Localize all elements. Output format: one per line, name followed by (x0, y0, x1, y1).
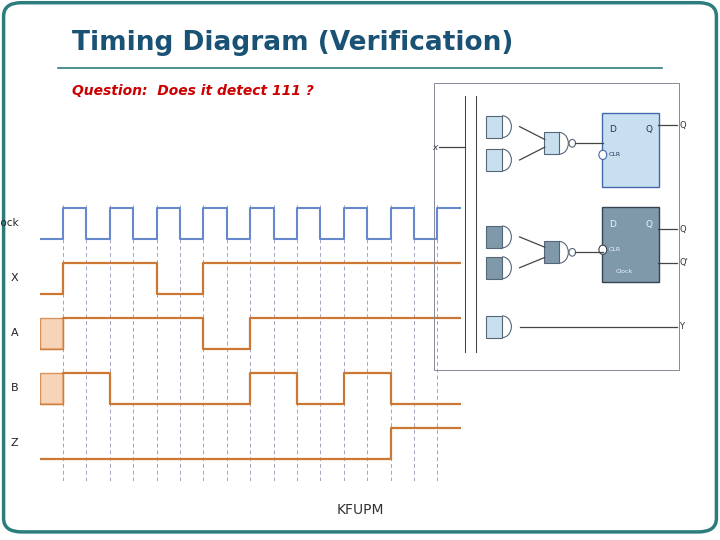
Text: Q: Q (645, 220, 652, 230)
Text: D: D (609, 125, 616, 134)
FancyBboxPatch shape (602, 207, 659, 282)
Text: Y: Y (680, 322, 685, 331)
Text: A: A (11, 328, 19, 339)
Bar (544, 132, 559, 154)
Text: X: X (11, 273, 19, 284)
FancyBboxPatch shape (4, 3, 716, 532)
Text: x: x (432, 143, 437, 152)
Circle shape (569, 248, 575, 256)
Circle shape (599, 150, 607, 159)
Text: B: B (11, 383, 19, 394)
Text: Clock: Clock (0, 219, 19, 228)
Bar (544, 241, 559, 263)
Bar (486, 316, 502, 338)
Text: CLR: CLR (608, 152, 621, 157)
Circle shape (599, 245, 607, 254)
Text: D: D (609, 220, 616, 230)
Circle shape (569, 139, 575, 147)
Text: Question:  Does it detect 111 ?: Question: Does it detect 111 ? (72, 84, 314, 98)
Bar (40, 373, 63, 403)
Text: Q': Q' (680, 258, 688, 267)
Text: Q: Q (645, 125, 652, 134)
Bar (486, 149, 502, 171)
Text: Z: Z (11, 438, 19, 449)
FancyBboxPatch shape (602, 112, 659, 187)
Text: CLR: CLR (608, 247, 621, 252)
Text: KFUPM: KFUPM (336, 503, 384, 517)
Text: Q: Q (680, 121, 686, 130)
Text: Q: Q (680, 225, 686, 234)
Text: Clock: Clock (616, 269, 633, 274)
Bar (486, 257, 502, 279)
Bar (486, 226, 502, 248)
Text: Timing Diagram (Verification): Timing Diagram (Verification) (72, 30, 513, 56)
Bar (40, 319, 63, 349)
Bar (486, 116, 502, 138)
